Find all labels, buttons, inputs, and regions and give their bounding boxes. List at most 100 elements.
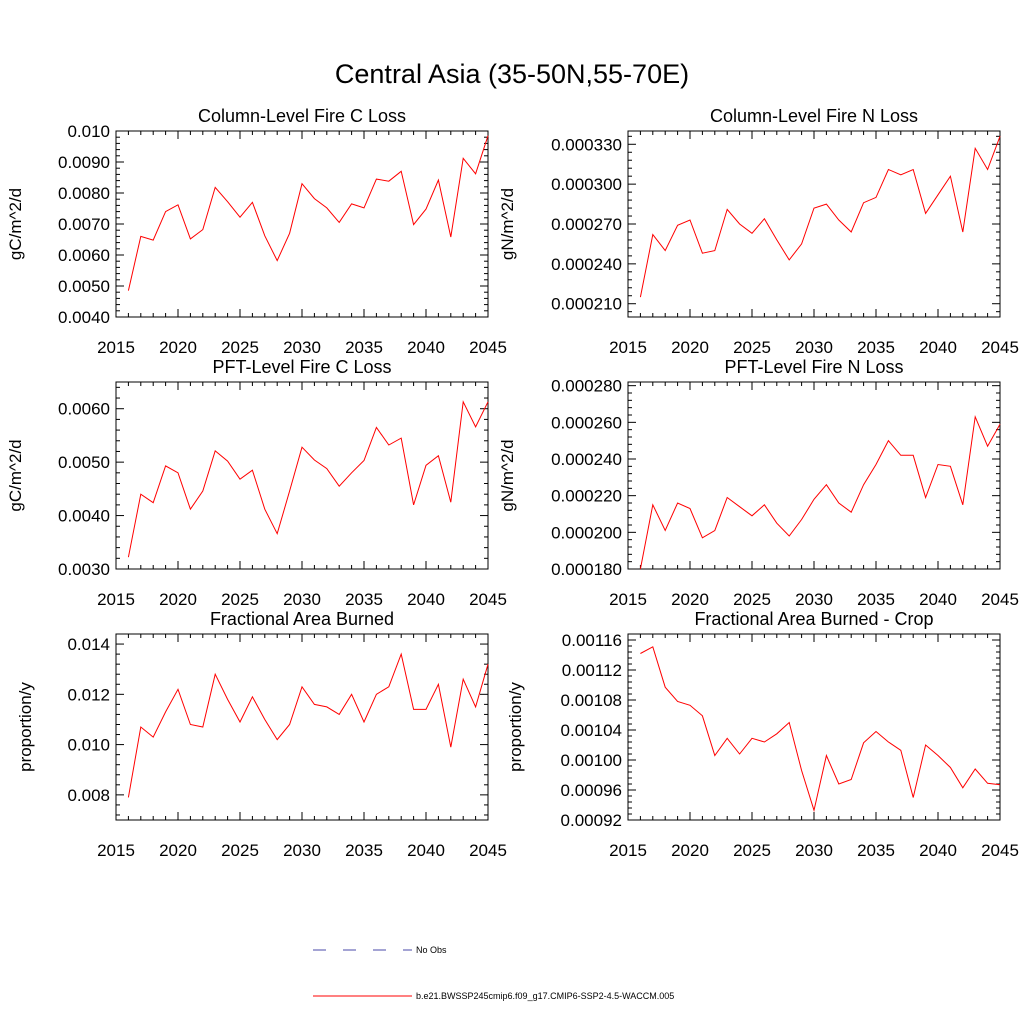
legend-label-no-obs: No Obs bbox=[416, 945, 447, 955]
y-tick-label: 0.0050 bbox=[58, 277, 110, 296]
x-tick-label: 2020 bbox=[159, 841, 197, 860]
y-tick-label: 0.008 bbox=[67, 786, 110, 805]
y-tick-label: 0.000240 bbox=[551, 255, 622, 274]
panel-4: PFT-Level Fire N Loss 2015 2020 2025 2030 203… bbox=[498, 357, 1019, 609]
y-tick-label: 0.00104 bbox=[561, 721, 622, 740]
x-tick-label: 2030 bbox=[795, 841, 833, 860]
y-tick-label: 0.000270 bbox=[551, 215, 622, 234]
x-tick-label: 2040 bbox=[919, 841, 957, 860]
y-tick-label: 0.010 bbox=[67, 736, 110, 755]
series-line bbox=[127, 652, 489, 798]
y-tick-label: 0.0040 bbox=[58, 308, 110, 327]
y-tick-label: 0.0060 bbox=[58, 246, 110, 265]
panel-6: Fractional Area Burned - Crop 2015 2020 202… bbox=[506, 609, 1019, 860]
y-tick-label: 0.0060 bbox=[58, 400, 110, 419]
series-line bbox=[640, 646, 1001, 813]
y-tick-label: 0.010 bbox=[67, 122, 110, 141]
series-line bbox=[127, 400, 489, 558]
y-tick-label: 0.000300 bbox=[551, 175, 622, 194]
x-tick-label: 2025 bbox=[221, 338, 259, 357]
x-tick-label: 2035 bbox=[345, 338, 383, 357]
x-tick-label: 2040 bbox=[919, 338, 957, 357]
x-tick-label: 2020 bbox=[159, 590, 197, 609]
y-tick-label: 0.00112 bbox=[562, 661, 622, 680]
panel-3: PFT-Level Fire C Loss 2015 2020 2025 2030 203… bbox=[6, 357, 507, 609]
x-tick-label: 2025 bbox=[733, 841, 771, 860]
x-tick-label: 2030 bbox=[795, 590, 833, 609]
panel-1: Column-Level Fire C Loss 2015 2020 2025 2030… bbox=[6, 106, 507, 357]
x-tick-label: 2015 bbox=[97, 338, 135, 357]
y-tick-label: 0.00100 bbox=[561, 751, 622, 770]
x-tick-label: 2040 bbox=[407, 338, 445, 357]
x-tick-label: 2045 bbox=[981, 841, 1019, 860]
x-tick-label: 2040 bbox=[407, 841, 445, 860]
y-axis-label: gC/m^2/d bbox=[6, 188, 25, 260]
panel-title: Fractional Area Burned - Crop bbox=[694, 609, 933, 629]
x-tick-label: 2045 bbox=[981, 590, 1019, 609]
panel-5: Fractional Area Burned 2015 2020 2025 2030 20… bbox=[16, 609, 507, 860]
x-tick-label: 2025 bbox=[733, 590, 771, 609]
y-axis-label: proportion/y bbox=[506, 682, 525, 772]
y-tick-label: 0.012 bbox=[67, 685, 110, 704]
x-tick-label: 2035 bbox=[345, 590, 383, 609]
y-tick-label: 0.000210 bbox=[551, 295, 622, 314]
figure-title: Central Asia (35-50N,55-70E) bbox=[335, 59, 689, 89]
y-tick-label: 0.0070 bbox=[58, 215, 110, 234]
y-tick-label: 0.000180 bbox=[551, 560, 622, 579]
y-axis-label: gN/m^2/d bbox=[498, 439, 517, 511]
x-tick-label: 2030 bbox=[283, 841, 321, 860]
x-tick-label: 2025 bbox=[221, 841, 259, 860]
y-tick-label: 0.00116 bbox=[562, 631, 622, 650]
x-tick-label: 2015 bbox=[609, 590, 647, 609]
x-tick-label: 2035 bbox=[857, 590, 895, 609]
x-tick-label: 2035 bbox=[857, 841, 895, 860]
panel-title: PFT-Level Fire C Loss bbox=[212, 357, 391, 377]
y-tick-label: 0.0030 bbox=[58, 560, 110, 579]
x-tick-label: 2020 bbox=[159, 338, 197, 357]
y-tick-label: 0.014 bbox=[67, 635, 110, 654]
panels: Column-Level Fire C Loss 2015 2020 2025 2030… bbox=[6, 106, 1019, 860]
y-tick-label: 0.000260 bbox=[551, 413, 622, 432]
y-tick-label: 0.00108 bbox=[561, 691, 622, 710]
panel-title: Column-Level Fire N Loss bbox=[710, 106, 918, 126]
y-axis-label: gC/m^2/d bbox=[6, 439, 25, 511]
x-tick-label: 2030 bbox=[283, 338, 321, 357]
panel-title: Fractional Area Burned bbox=[210, 609, 394, 629]
x-tick-label: 2035 bbox=[857, 338, 895, 357]
legend-label-model: b.e21.BWSSP245cmip6.f09_g17.CMIP6-SSP2-4… bbox=[416, 991, 674, 1001]
x-tick-label: 2030 bbox=[283, 590, 321, 609]
panel-title: PFT-Level Fire N Loss bbox=[724, 357, 903, 377]
legend: No Obs b.e21.BWSSP245cmip6.f09_g17.CMIP6… bbox=[313, 945, 674, 1001]
y-tick-label: 0.000220 bbox=[551, 487, 622, 506]
y-tick-label: 0.00092 bbox=[561, 811, 622, 830]
x-tick-label: 2045 bbox=[981, 338, 1019, 357]
x-tick-label: 2035 bbox=[345, 841, 383, 860]
x-tick-label: 2030 bbox=[795, 338, 833, 357]
x-tick-label: 2015 bbox=[609, 841, 647, 860]
x-tick-label: 2020 bbox=[671, 841, 709, 860]
x-tick-label: 2025 bbox=[733, 338, 771, 357]
x-tick-label: 2020 bbox=[671, 590, 709, 609]
y-tick-label: 0.00096 bbox=[561, 781, 622, 800]
x-tick-label: 2040 bbox=[407, 590, 445, 609]
y-tick-label: 0.0080 bbox=[58, 184, 110, 203]
x-tick-label: 2045 bbox=[469, 590, 507, 609]
x-tick-label: 2020 bbox=[671, 338, 709, 357]
y-tick-label: 0.0090 bbox=[58, 153, 110, 172]
x-tick-label: 2015 bbox=[97, 590, 135, 609]
y-tick-label: 0.000330 bbox=[551, 135, 622, 154]
x-tick-label: 2015 bbox=[97, 841, 135, 860]
panel-2: Column-Level Fire N Loss 2015 2020 2025 2030… bbox=[498, 106, 1019, 357]
y-tick-label: 0.000280 bbox=[551, 377, 622, 396]
x-tick-label: 2045 bbox=[469, 841, 507, 860]
y-tick-label: 0.0040 bbox=[58, 507, 110, 526]
series-line bbox=[639, 136, 1001, 298]
x-tick-label: 2045 bbox=[469, 338, 507, 357]
y-tick-label: 0.0050 bbox=[58, 453, 110, 472]
y-axis-label: gN/m^2/d bbox=[498, 188, 517, 260]
y-tick-label: 0.000200 bbox=[551, 523, 622, 542]
y-tick-label: 0.000240 bbox=[551, 450, 622, 469]
x-tick-label: 2040 bbox=[919, 590, 957, 609]
